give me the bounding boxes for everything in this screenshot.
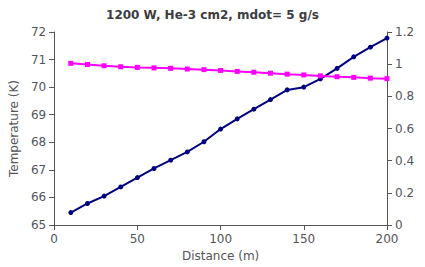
svg-text:Temperature (K): Temperature (K) — [7, 80, 21, 178]
svg-text:1200 W, He-3 cm2, mdot= 5 g/s: 1200 W, He-3 cm2, mdot= 5 g/s — [106, 8, 319, 22]
svg-text:150: 150 — [292, 232, 315, 246]
svg-text:72: 72 — [31, 25, 46, 39]
svg-text:0.6: 0.6 — [395, 122, 414, 136]
svg-text:100: 100 — [209, 232, 232, 246]
svg-text:0.8: 0.8 — [395, 89, 414, 103]
svg-text:65: 65 — [31, 218, 46, 232]
svg-text:200: 200 — [376, 232, 399, 246]
svg-text:1.2: 1.2 — [395, 25, 414, 39]
svg-text:66: 66 — [31, 190, 46, 204]
svg-text:71: 71 — [31, 53, 46, 67]
svg-text:0.4: 0.4 — [395, 154, 414, 168]
svg-text:70: 70 — [31, 80, 46, 94]
svg-text:0: 0 — [50, 232, 58, 246]
svg-text:0.2: 0.2 — [395, 186, 414, 200]
svg-text:0: 0 — [395, 218, 403, 232]
svg-text:50: 50 — [130, 232, 145, 246]
svg-text:67: 67 — [31, 163, 46, 177]
svg-text:1: 1 — [395, 57, 403, 71]
svg-text:Distance (m): Distance (m) — [182, 249, 259, 263]
svg-text:69: 69 — [31, 108, 46, 122]
svg-text:68: 68 — [31, 135, 46, 149]
